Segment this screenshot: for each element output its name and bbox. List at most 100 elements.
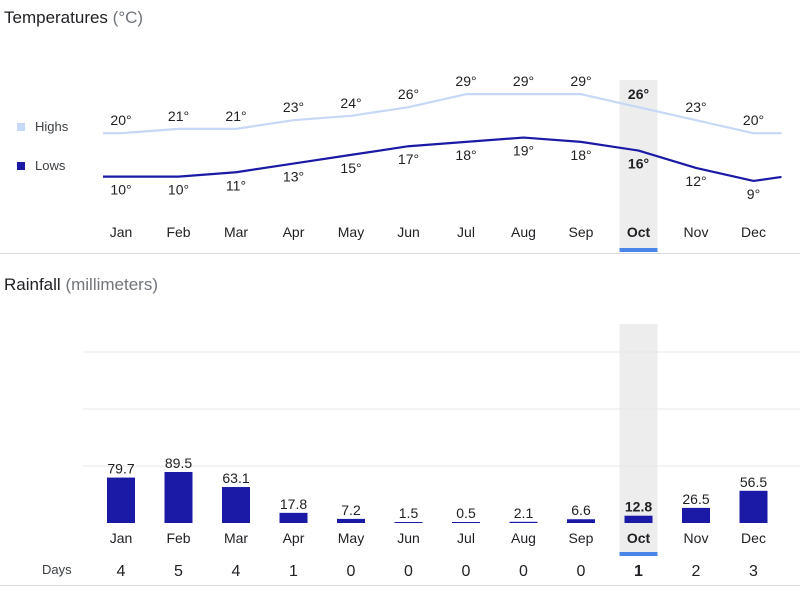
rainfall-value-label: 6.6 <box>571 502 591 518</box>
rainfall-unit: (millimeters) <box>65 275 158 294</box>
lows-label: 10° <box>110 182 131 198</box>
rainfall-bar <box>739 490 768 523</box>
rainfall-month-label: Jan <box>110 530 133 546</box>
days-label: Days <box>42 562 72 577</box>
temperature-month-label: Dec <box>741 224 766 240</box>
rainfall-chart: 79.7 89.5 63.1 17.8 7.2 1.5 0.5 2.1 6.6 12.8 26.5 5… <box>42 324 800 580</box>
rain-days-value: 0 <box>577 563 586 580</box>
rainfall-value-label: 1.5 <box>399 505 419 521</box>
temperature-month-label: Mar <box>224 224 248 240</box>
rainfall-month-label: Sep <box>569 530 594 546</box>
rainfall-divider <box>0 585 800 586</box>
rainfall-bar <box>394 522 423 523</box>
temperature-month-label: Oct <box>627 224 651 240</box>
highs-label: 20° <box>743 112 764 128</box>
rainfall-value-label: 12.8 <box>625 499 652 515</box>
rain-days-value: 4 <box>117 563 126 580</box>
temperature-month-label: Jun <box>397 224 420 240</box>
rainfall-bar <box>107 477 135 523</box>
rainfall-title-text: Rainfall <box>4 275 61 294</box>
rainfall-bar <box>624 515 653 523</box>
rainfall-value-label: 79.7 <box>107 461 134 477</box>
highs-label: 23° <box>685 99 706 115</box>
temperature-month-label: Aug <box>511 224 536 240</box>
rain-days-value: 0 <box>404 563 413 580</box>
highs-label: 20° <box>110 112 131 128</box>
highs-legend-label: Highs <box>35 119 69 134</box>
lows-label: 11° <box>226 177 246 193</box>
rainfall-bar <box>452 522 480 523</box>
rainfall-value-label: 89.5 <box>165 455 192 471</box>
lows-label: 19° <box>513 143 534 159</box>
highs-label: 26° <box>628 86 649 102</box>
rainfall-title: Rainfall (millimeters) <box>4 275 158 295</box>
temperature-divider <box>0 253 800 254</box>
rainfall-month-label: Jul <box>457 530 475 546</box>
rainfall-month-label: May <box>338 530 364 546</box>
rainfall-value-label: 63.1 <box>222 470 249 486</box>
rainfall-bar <box>509 521 538 523</box>
rain-days-value: 0 <box>347 563 356 580</box>
highs-label: 24° <box>340 95 361 111</box>
lows-label: 13° <box>283 169 304 185</box>
rain-days-value: 5 <box>174 563 183 580</box>
temperature-month-label: Apr <box>283 224 305 240</box>
rainfall-value-label: 26.5 <box>682 491 709 507</box>
rain-days-value: 4 <box>232 563 241 580</box>
lows-label: 12° <box>685 173 706 189</box>
highs-label: 23° <box>283 99 304 115</box>
highs-label: 29° <box>513 73 534 89</box>
rain-days-value: 0 <box>519 563 528 580</box>
selected-month-band <box>619 80 658 252</box>
temperature-month-label: Jul <box>457 224 475 240</box>
lows-label: 18° <box>455 147 476 163</box>
temperature-month-label: May <box>338 224 364 240</box>
lows-label: 16° <box>628 156 649 172</box>
temperature-month-label: Feb <box>166 224 190 240</box>
selected-month-underline <box>619 552 658 556</box>
rainfall-value-label: 56.5 <box>740 474 767 490</box>
rain-days-value: 0 <box>462 563 471 580</box>
lows-label: 9° <box>747 186 760 202</box>
rainfall-bar <box>164 471 193 523</box>
lows-label: 18° <box>570 147 591 163</box>
rainfall-value-label: 2.1 <box>514 505 534 521</box>
highs-label: 29° <box>570 73 591 89</box>
rainfall-month-label: Nov <box>684 530 709 546</box>
highs-line <box>103 93 782 135</box>
rainfall-bar <box>337 518 365 523</box>
rainfall-month-label: Mar <box>224 530 248 546</box>
selected-month-underline <box>619 248 658 252</box>
lows-line <box>103 136 782 183</box>
rainfall-bar <box>682 507 710 523</box>
temperatures-unit: (°C) <box>112 8 144 27</box>
rainfall-month-label: Oct <box>627 530 651 546</box>
rainfall-value-label: 0.5 <box>456 505 476 521</box>
highs-label: 21° <box>168 108 189 124</box>
rainfall-month-label: Apr <box>283 530 305 546</box>
temperatures-title-text: Temperatures <box>4 8 108 27</box>
rainfall-month-label: Dec <box>741 530 766 546</box>
lows-legend-swatch <box>17 162 25 170</box>
rainfall-bar <box>567 519 595 523</box>
rainfall-value-label: 17.8 <box>280 496 307 512</box>
rainfall-bar <box>279 512 308 523</box>
temperature-chart: 20° 21° 21° 23° 24° 26° 29° 29° 29° 26° 23° 20° 10° 1… <box>17 73 782 252</box>
temperatures-title: Temperatures (°C) <box>4 8 143 28</box>
rainfall-bar <box>222 487 250 523</box>
rain-days-value: 1 <box>289 563 298 580</box>
rain-days-value: 2 <box>692 563 701 580</box>
rain-days-value: 3 <box>749 563 758 580</box>
highs-legend-swatch <box>17 123 25 131</box>
highs-label: 26° <box>398 86 419 102</box>
temperature-month-label: Sep <box>569 224 594 240</box>
rain-days-value: 1 <box>634 563 643 580</box>
rainfall-month-label: Jun <box>397 530 420 546</box>
lows-legend-label: Lows <box>35 158 66 173</box>
highs-label: 29° <box>455 73 476 89</box>
temperature-month-label: Jan <box>110 224 133 240</box>
rainfall-month-label: Aug <box>511 530 536 546</box>
rainfall-month-label: Feb <box>166 530 190 546</box>
rainfall-value-label: 7.2 <box>341 502 361 518</box>
lows-label: 10° <box>168 182 189 198</box>
